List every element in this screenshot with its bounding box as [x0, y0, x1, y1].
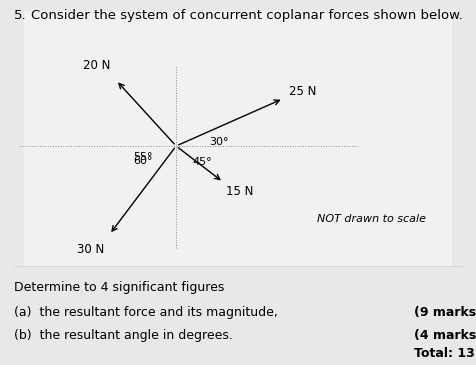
Text: 5.: 5. [14, 9, 27, 22]
Text: Consider the system of concurrent coplanar forces shown below.: Consider the system of concurrent coplan… [31, 9, 463, 22]
Text: 20 N: 20 N [83, 59, 111, 72]
Text: 45°: 45° [192, 157, 212, 168]
Text: 55°: 55° [133, 152, 152, 162]
Text: (a)  the resultant force and its magnitude,: (a) the resultant force and its magnitud… [14, 306, 278, 319]
Text: (9 marks): (9 marks) [414, 306, 476, 319]
Text: (b)  the resultant angle in degrees.: (b) the resultant angle in degrees. [14, 329, 233, 342]
Text: 15 N: 15 N [226, 185, 254, 198]
Text: (4 marks): (4 marks) [414, 329, 476, 342]
Text: Determine to 4 significant figures: Determine to 4 significant figures [14, 281, 225, 294]
Text: NOT drawn to scale: NOT drawn to scale [317, 214, 426, 224]
Text: 30 N: 30 N [77, 243, 104, 256]
FancyBboxPatch shape [24, 11, 452, 266]
Text: 30°: 30° [209, 137, 228, 147]
FancyBboxPatch shape [0, 266, 476, 365]
Text: 60°: 60° [133, 155, 152, 166]
Text: 25 N: 25 N [288, 85, 316, 98]
Text: Total: 13 marks: Total: 13 marks [414, 347, 476, 360]
